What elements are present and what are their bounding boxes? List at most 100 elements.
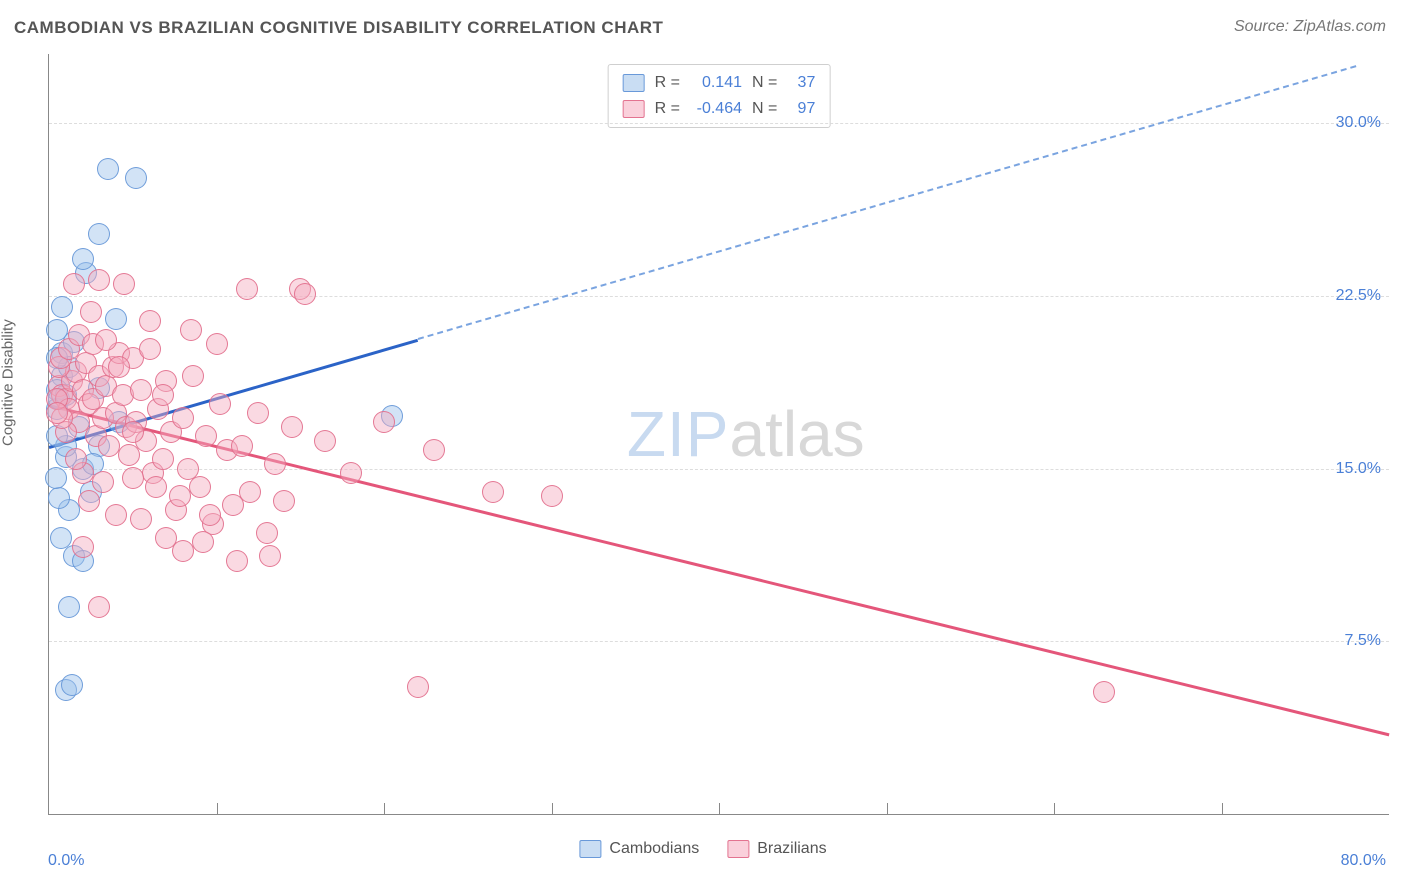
- data-point-brazilians: [281, 416, 303, 438]
- x-tick: [1054, 803, 1055, 815]
- data-point-brazilians: [373, 411, 395, 433]
- y-tick-label: 15.0%: [1336, 460, 1381, 478]
- data-point-brazilians: [88, 596, 110, 618]
- r-value-brazilians: -0.464: [690, 97, 742, 121]
- data-point-cambodians: [61, 674, 83, 696]
- series-legend: Cambodians Brazilians: [579, 840, 826, 858]
- legend-item-brazilians: Brazilians: [727, 840, 826, 858]
- data-point-brazilians: [152, 448, 174, 470]
- correlation-legend: R = 0.141 N = 37 R = -0.464 N = 97: [608, 64, 831, 128]
- data-point-brazilians: [1093, 681, 1115, 703]
- data-point-brazilians: [122, 421, 144, 443]
- data-point-cambodians: [51, 296, 73, 318]
- data-point-cambodians: [88, 223, 110, 245]
- square-icon: [579, 840, 601, 858]
- square-icon: [727, 840, 749, 858]
- data-point-brazilians: [231, 435, 253, 457]
- data-point-brazilians: [314, 430, 336, 452]
- data-point-brazilians: [92, 471, 114, 493]
- data-point-brazilians: [199, 504, 221, 526]
- data-point-cambodians: [45, 467, 67, 489]
- data-point-brazilians: [113, 273, 135, 295]
- data-point-brazilians: [294, 283, 316, 305]
- data-point-brazilians: [239, 481, 261, 503]
- data-point-cambodians: [50, 527, 72, 549]
- data-point-brazilians: [423, 439, 445, 461]
- data-point-brazilians: [541, 485, 563, 507]
- gridline: [49, 641, 1389, 642]
- data-point-cambodians: [48, 487, 70, 509]
- data-point-brazilians: [78, 490, 100, 512]
- x-tick: [719, 803, 720, 815]
- gridline: [49, 469, 1389, 470]
- legend-swatch-brazilians: [623, 100, 645, 118]
- r-label: R =: [655, 97, 680, 121]
- data-point-brazilians: [88, 269, 110, 291]
- data-point-brazilians: [130, 379, 152, 401]
- trendline-cambodians-dash: [417, 66, 1356, 341]
- data-point-brazilians: [122, 467, 144, 489]
- legend-swatch-cambodians: [623, 74, 645, 92]
- legend-label-cambodians: Cambodians: [609, 840, 699, 858]
- data-point-brazilians: [256, 522, 278, 544]
- x-tick: [1222, 803, 1223, 815]
- x-tick: [887, 803, 888, 815]
- legend-item-cambodians: Cambodians: [579, 840, 699, 858]
- data-point-brazilians: [46, 402, 68, 424]
- gridline: [49, 123, 1389, 124]
- source-label: Source: ZipAtlas.com: [1234, 18, 1386, 36]
- n-value-brazilians: 97: [787, 97, 815, 121]
- y-tick-label: 7.5%: [1345, 632, 1381, 650]
- data-point-cambodians: [97, 158, 119, 180]
- data-point-brazilians: [80, 301, 102, 323]
- data-point-brazilians: [189, 476, 211, 498]
- chart-title: CAMBODIAN VS BRAZILIAN COGNITIVE DISABIL…: [14, 18, 663, 38]
- data-point-brazilians: [259, 545, 281, 567]
- data-point-brazilians: [206, 333, 228, 355]
- data-point-cambodians: [125, 167, 147, 189]
- data-point-brazilians: [108, 356, 130, 378]
- r-label: R =: [655, 71, 680, 95]
- data-point-brazilians: [340, 462, 362, 484]
- watermark-part-b: atlas: [729, 398, 864, 470]
- data-point-brazilians: [172, 540, 194, 562]
- data-point-cambodians: [105, 308, 127, 330]
- y-axis-label: Cognitive Disability: [0, 319, 17, 446]
- data-point-brazilians: [236, 278, 258, 300]
- trendline-brazilians-solid: [49, 404, 1390, 736]
- data-point-brazilians: [195, 425, 217, 447]
- watermark: ZIPatlas: [627, 397, 865, 471]
- data-point-brazilians: [145, 476, 167, 498]
- data-point-brazilians: [139, 338, 161, 360]
- data-point-brazilians: [247, 402, 269, 424]
- watermark-part-a: ZIP: [627, 398, 730, 470]
- data-point-brazilians: [105, 504, 127, 526]
- y-tick-label: 30.0%: [1336, 114, 1381, 132]
- data-point-brazilians: [65, 448, 87, 470]
- data-point-brazilians: [264, 453, 286, 475]
- x-max-label: 80.0%: [1341, 852, 1386, 870]
- data-point-brazilians: [273, 490, 295, 512]
- data-point-brazilians: [72, 536, 94, 558]
- data-point-cambodians: [58, 596, 80, 618]
- data-point-cambodians: [72, 248, 94, 270]
- data-point-brazilians: [98, 435, 120, 457]
- x-min-label: 0.0%: [48, 852, 84, 870]
- data-point-brazilians: [152, 384, 174, 406]
- legend-label-brazilians: Brazilians: [757, 840, 826, 858]
- n-value-cambodians: 37: [787, 71, 815, 95]
- data-point-brazilians: [130, 508, 152, 530]
- r-value-cambodians: 0.141: [690, 71, 742, 95]
- n-label: N =: [752, 97, 777, 121]
- y-tick-label: 22.5%: [1336, 287, 1381, 305]
- data-point-brazilians: [407, 676, 429, 698]
- data-point-brazilians: [169, 485, 191, 507]
- scatter-plot: ZIPatlas R = 0.141 N = 37 R = -0.464 N =…: [48, 54, 1389, 815]
- data-point-brazilians: [63, 273, 85, 295]
- x-tick: [552, 803, 553, 815]
- data-point-brazilians: [192, 531, 214, 553]
- n-label: N =: [752, 71, 777, 95]
- data-point-brazilians: [180, 319, 202, 341]
- data-point-brazilians: [95, 329, 117, 351]
- data-point-brazilians: [172, 407, 194, 429]
